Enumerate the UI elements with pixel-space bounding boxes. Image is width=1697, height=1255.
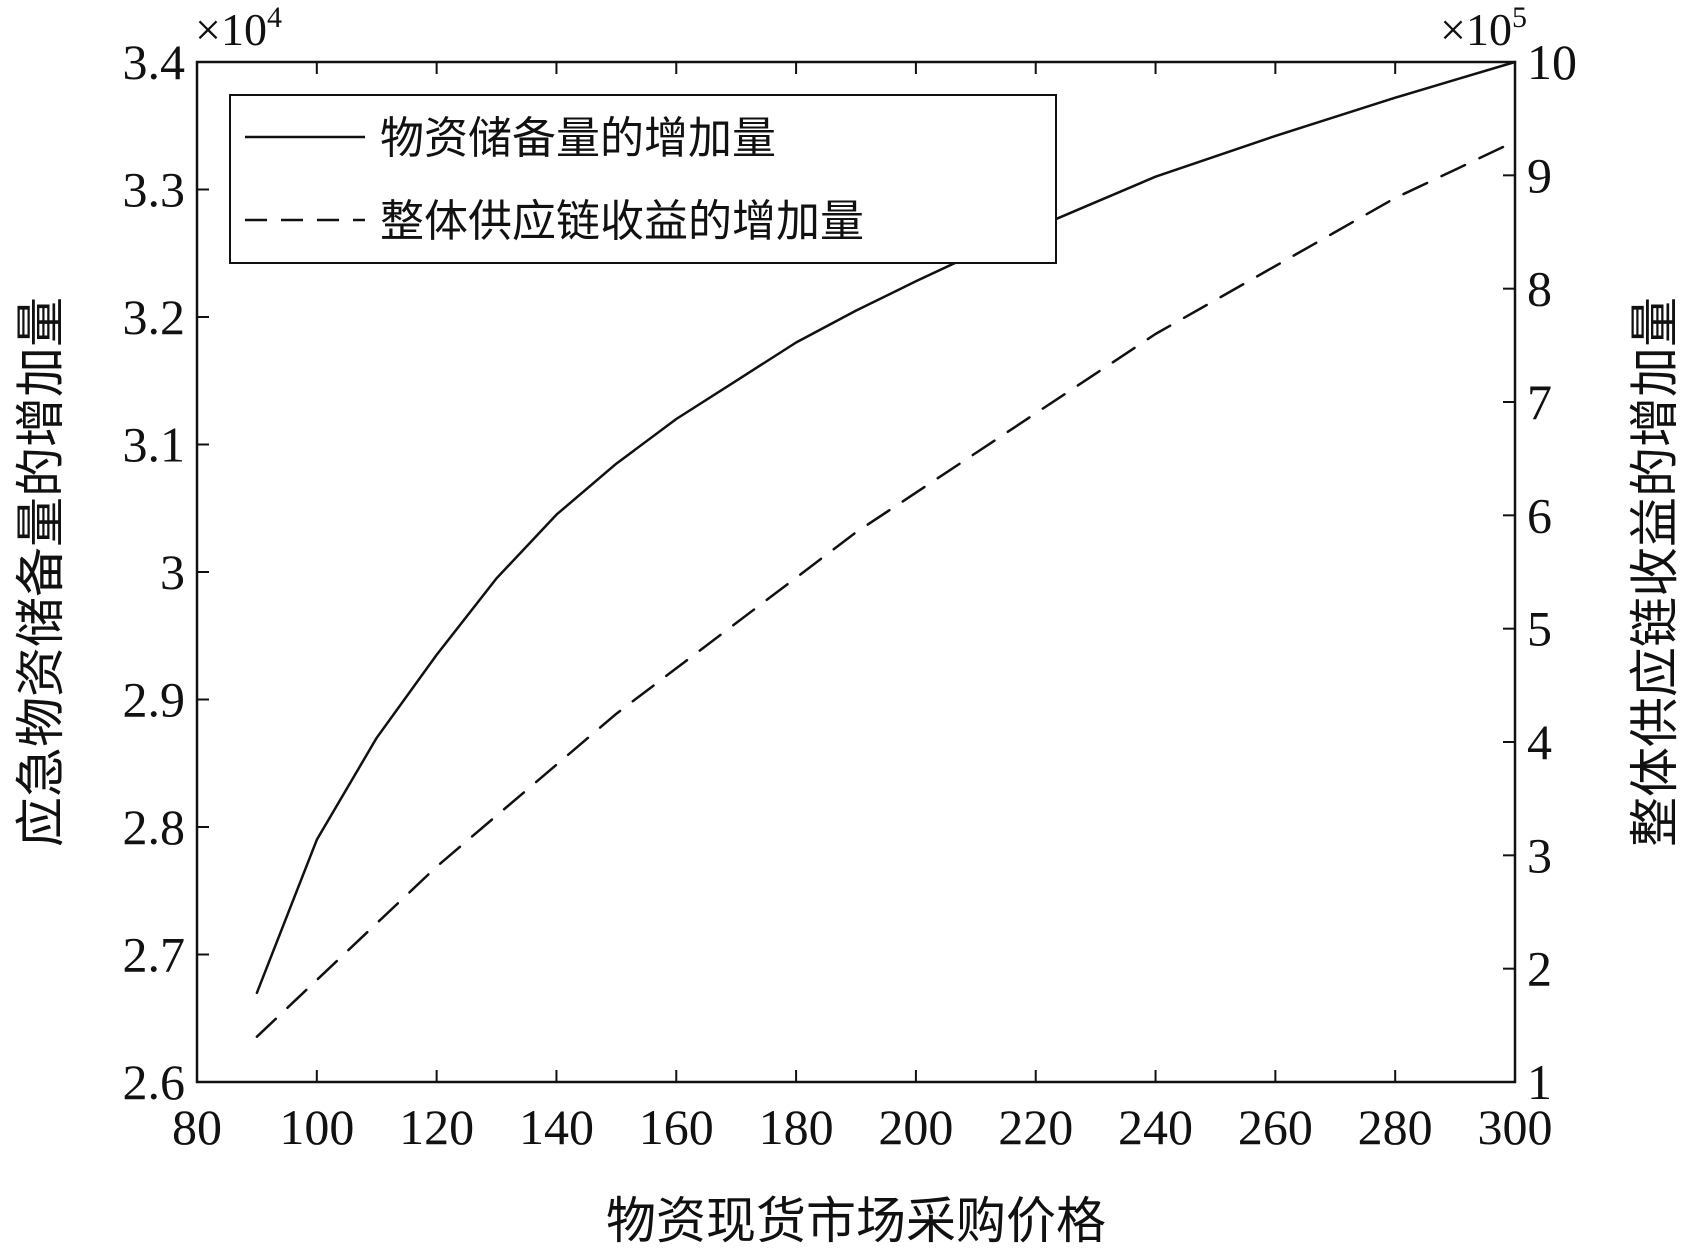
left-multiplier-base: ×10	[195, 4, 267, 55]
y-left-tick-label: 3.4	[123, 34, 186, 90]
y-left-tick-label: 2.9	[123, 672, 186, 728]
series-lines	[255, 60, 1517, 1038]
y-right-tick-label: 4	[1527, 714, 1552, 770]
axis-ticks	[196, 61, 1516, 1083]
y-left-tick-label: 3.3	[123, 162, 186, 218]
y-right-tick-label: 1	[1527, 1054, 1552, 1110]
x-tick-label: 80	[172, 1099, 222, 1155]
right-axis-multiplier: ×105	[1440, 1, 1527, 55]
x-tick-label: 300	[1478, 1099, 1553, 1155]
x-tick-label: 100	[279, 1099, 354, 1155]
y-right-tick-label: 9	[1527, 147, 1552, 203]
x-tick-label: 240	[1118, 1099, 1193, 1155]
left-axis-multiplier: ×104	[195, 1, 282, 55]
left-y-axis-title: 应急物资储备量的增加量	[12, 297, 70, 847]
y-right-tick-label: 3	[1527, 827, 1552, 883]
axis-tick-labels: 80 100 120 140 160 180 200 220 240 260 280 300 2.6 2.…	[123, 34, 1578, 1155]
x-tick-label: 200	[878, 1099, 953, 1155]
series-line-1-solid	[255, 60, 1517, 995]
y-left-tick-label: 2.6	[123, 1054, 186, 1110]
legend-label-series-1: 物资储备量的增加量	[380, 113, 776, 164]
x-tick-label: 260	[1238, 1099, 1313, 1155]
x-tick-label: 160	[639, 1099, 714, 1155]
left-multiplier-exponent: 4	[267, 1, 282, 34]
y-right-tick-label: 10	[1527, 34, 1577, 90]
legend-box	[229, 94, 1057, 264]
x-tick-label: 280	[1358, 1099, 1433, 1155]
x-tick-label: 140	[519, 1099, 594, 1155]
right-y-axis-title: 整体供应链收益的增加量	[1626, 297, 1684, 847]
y-right-tick-label: 5	[1527, 601, 1552, 657]
legend: 物资储备量的增加量 整体供应链收益的增加量	[229, 94, 1057, 264]
y-left-tick-label: 3.1	[123, 417, 186, 473]
y-left-tick-label: 3.2	[123, 289, 186, 345]
legend-label-series-2: 整体供应链收益的增加量	[380, 196, 864, 247]
x-axis-title: 物资现货市场采购价格	[606, 1192, 1106, 1250]
right-multiplier-base: ×10	[1440, 4, 1512, 55]
x-tick-label: 220	[998, 1099, 1073, 1155]
right-multiplier-exponent: 5	[1512, 1, 1527, 34]
y-right-tick-label: 2	[1527, 941, 1552, 997]
series-line-2-dashed	[255, 140, 1517, 1038]
x-tick-label: 180	[759, 1099, 834, 1155]
y-right-tick-label: 6	[1527, 487, 1552, 543]
y-right-tick-label: 8	[1527, 261, 1552, 317]
y-right-tick-label: 7	[1527, 374, 1552, 430]
y-left-tick-label: 2.7	[123, 927, 186, 983]
y-left-tick-label: 3	[160, 544, 185, 600]
x-tick-label: 120	[399, 1099, 474, 1155]
y-left-tick-label: 2.8	[123, 799, 186, 855]
